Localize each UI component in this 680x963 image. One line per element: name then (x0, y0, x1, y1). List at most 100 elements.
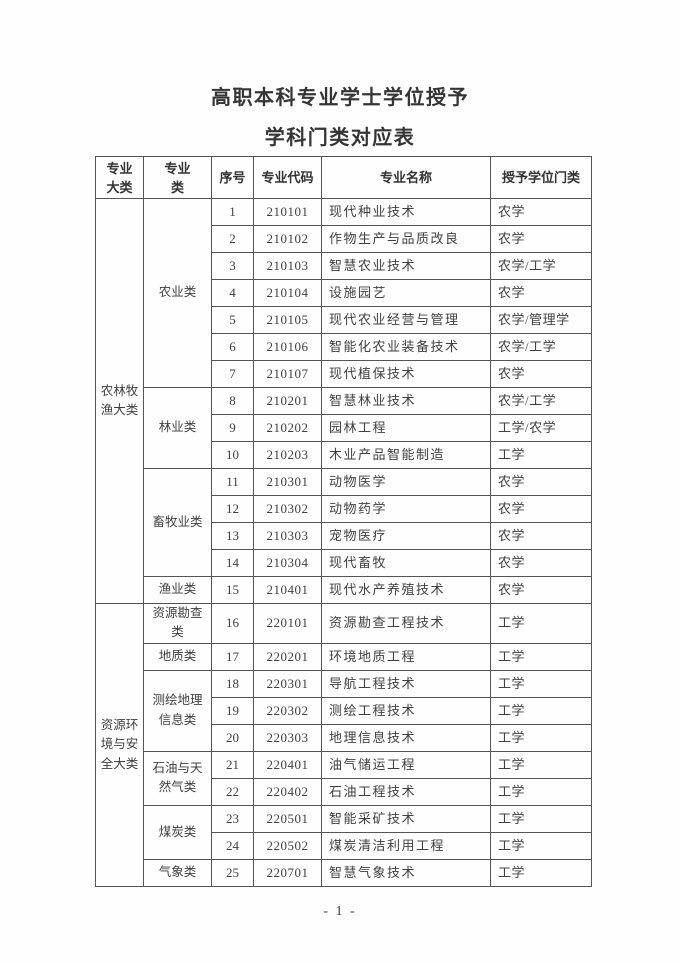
degree-category-cell: 工学 (490, 723, 592, 752)
major-code-cell: 210201 (253, 387, 322, 415)
major-name-cell: 测绘工程技术 (321, 696, 491, 725)
table-row: 6 210106 智能化农业装备技术 农学/工学 (96, 333, 592, 361)
header-row: 专业 大类 专业类序号 专业代码 专业名称 授予学位门类 (95, 156, 592, 199)
major-name-cell: 资源勘查工程技术 (321, 603, 491, 644)
degree-category-cell: 农学 (490, 522, 592, 550)
table-row: 石油与天然气类 21 220401 油气储运工程 工学 (96, 750, 592, 806)
row-number-cell: 5 (211, 306, 254, 334)
major-class-cell: 气象类 (143, 858, 212, 887)
major-code-cell: 220301 (253, 669, 322, 698)
major-name-cell: 导航工程技术 (321, 669, 491, 698)
major-code-cell: 210303 (253, 522, 322, 550)
degree-category-cell: 农学/管理学 (490, 306, 592, 334)
degree-category-cell: 农学 (490, 576, 592, 604)
major-name-cell: 现代植保技术 (321, 360, 491, 388)
major-name-cell: 智能采矿技术 (321, 804, 491, 833)
table-row: 地质类 17 220201 环境地质工程 工学 (96, 642, 592, 671)
major-class-cell: 地质类 (143, 642, 212, 671)
table-row: 5 210105 现代农业经营与管理 农学/管理学 (96, 306, 592, 334)
degree-category-cell: 农学 (490, 225, 592, 253)
table-row: 煤炭类 23 220501 智能采矿技术 工学 (96, 804, 592, 860)
degree-category-cell: 农学/工学 (490, 333, 592, 361)
table-row: 资源环境与安全大类 资源勘查类 16 220101 资源勘查工程技术 工学 (95, 603, 592, 887)
degree-category-cell: 农学 (490, 360, 592, 388)
major-category-cell: 资源环境与安全大类 (95, 603, 144, 887)
major-code-cell: 210103 (253, 252, 322, 280)
row-number-cell: 4 (211, 279, 254, 307)
degree-correspondence-table: 专业 大类 专业类序号 专业代码 专业名称 授予学位门类 农林牧渔大类 农业类 1 210101… (95, 156, 592, 887)
degree-category-cell: 农学/工学 (490, 387, 592, 415)
row-number-cell: 7 (211, 360, 254, 388)
major-code-cell: 210102 (253, 225, 322, 253)
degree-category-cell: 农学 (490, 549, 592, 577)
major-name-cell: 木业产品智能制造 (321, 441, 491, 469)
major-name-cell: 作物生产与品质改良 (321, 225, 491, 253)
major-class-cell: 畜牧业类 (143, 468, 212, 577)
major-name-cell: 园林工程 (321, 414, 491, 442)
row-number-cell: 24 (211, 831, 254, 860)
major-name-cell: 现代种业技术 (321, 198, 491, 226)
row-number-cell: 22 (211, 777, 254, 806)
degree-category-cell: 农学 (490, 468, 592, 496)
page-number: - 1 - (323, 903, 357, 919)
row-number-cell: 19 (211, 696, 254, 725)
major-class-cell: 测绘地理信息类 (143, 669, 212, 752)
major-code-cell: 220502 (253, 831, 322, 860)
row-number-cell: 15 (211, 576, 254, 604)
row-number-cell: 11 (211, 468, 254, 496)
column-header-no: 序号 (211, 156, 254, 199)
major-code-cell: 210304 (253, 549, 322, 577)
major-class-cell: 渔业类 (143, 576, 212, 604)
major-name-cell: 现代畜牧 (321, 549, 491, 577)
major-code-cell: 210101 (253, 198, 322, 226)
row-number-cell: 20 (211, 723, 254, 752)
degree-category-cell: 工学 (490, 804, 592, 833)
row-number-cell: 13 (211, 522, 254, 550)
major-name-cell: 煤炭清洁利用工程 (321, 831, 491, 860)
major-category-cell: 农林牧渔大类 (95, 198, 144, 604)
degree-category-cell: 农学 (490, 279, 592, 307)
table-body: 农林牧渔大类 农业类 1 210101 现代种业技术 农学 2 210102 作物生产与品质改良… (95, 198, 592, 887)
document-title-line2: 学科门类对应表 (264, 127, 416, 149)
degree-category-cell: 工学 (490, 603, 592, 644)
table-header: 专业 大类 专业类序号 专业代码 专业名称 授予学位门类 (95, 156, 592, 199)
major-code-cell: 210105 (253, 306, 322, 334)
major-name-cell: 现代水产养殖技术 (321, 576, 491, 604)
major-code-cell: 220303 (253, 723, 322, 752)
row-number-cell: 25 (211, 858, 254, 887)
major-name-cell: 动物医学 (321, 468, 491, 496)
major-code-cell: 210202 (253, 414, 322, 442)
row-number-cell: 1 (211, 198, 254, 226)
degree-category-cell: 工学 (490, 669, 592, 698)
major-class-cell: 煤炭类 (143, 804, 212, 860)
major-name-cell: 石油工程技术 (321, 777, 491, 806)
major-code-cell: 210302 (253, 495, 322, 523)
table-row: 气象类 25 220701 智慧气象技术 工学 (96, 858, 592, 887)
row-number-cell: 6 (211, 333, 254, 361)
degree-category-cell: 工学 (490, 777, 592, 806)
degree-category-cell: 农学 (490, 198, 592, 226)
major-name-cell: 智能化农业装备技术 (321, 333, 491, 361)
table-row: 20 220303 地理信息技术 工学 (96, 723, 592, 752)
row-number-cell: 16 (211, 603, 254, 644)
degree-category-cell: 工学 (490, 642, 592, 671)
column-header-major_category: 专业 大类 (95, 156, 144, 199)
row-number-cell: 23 (211, 804, 254, 833)
table-row: 测绘地理信息类 18 220301 导航工程技术 工学 (96, 669, 592, 752)
major-code-cell: 220101 (253, 603, 322, 644)
table-row: 渔业类 15 210401 现代水产养殖技术 农学 (96, 576, 592, 604)
major-name-cell: 宠物医疗 (321, 522, 491, 550)
major-class-cell: 石油与天然气类 (143, 750, 212, 806)
major-code-cell: 220201 (253, 642, 322, 671)
row-number-cell: 21 (211, 750, 254, 779)
table-row: 4 210104 设施园艺 农学 (96, 279, 592, 307)
table-row: 7 210107 现代植保技术 农学 (96, 360, 592, 388)
major-code-cell: 210401 (253, 576, 322, 604)
degree-category-cell: 工学/农学 (490, 414, 592, 442)
table-row: 9 210202 园林工程 工学/农学 (96, 414, 592, 442)
major-code-cell: 210104 (253, 279, 322, 307)
column-header-major_class: 专业类 (143, 156, 212, 199)
document-title-line1: 高职本科专业学士学位授予 (211, 87, 469, 109)
row-number-cell: 17 (211, 642, 254, 671)
table-row: 24 220502 煤炭清洁利用工程 工学 (96, 831, 592, 860)
